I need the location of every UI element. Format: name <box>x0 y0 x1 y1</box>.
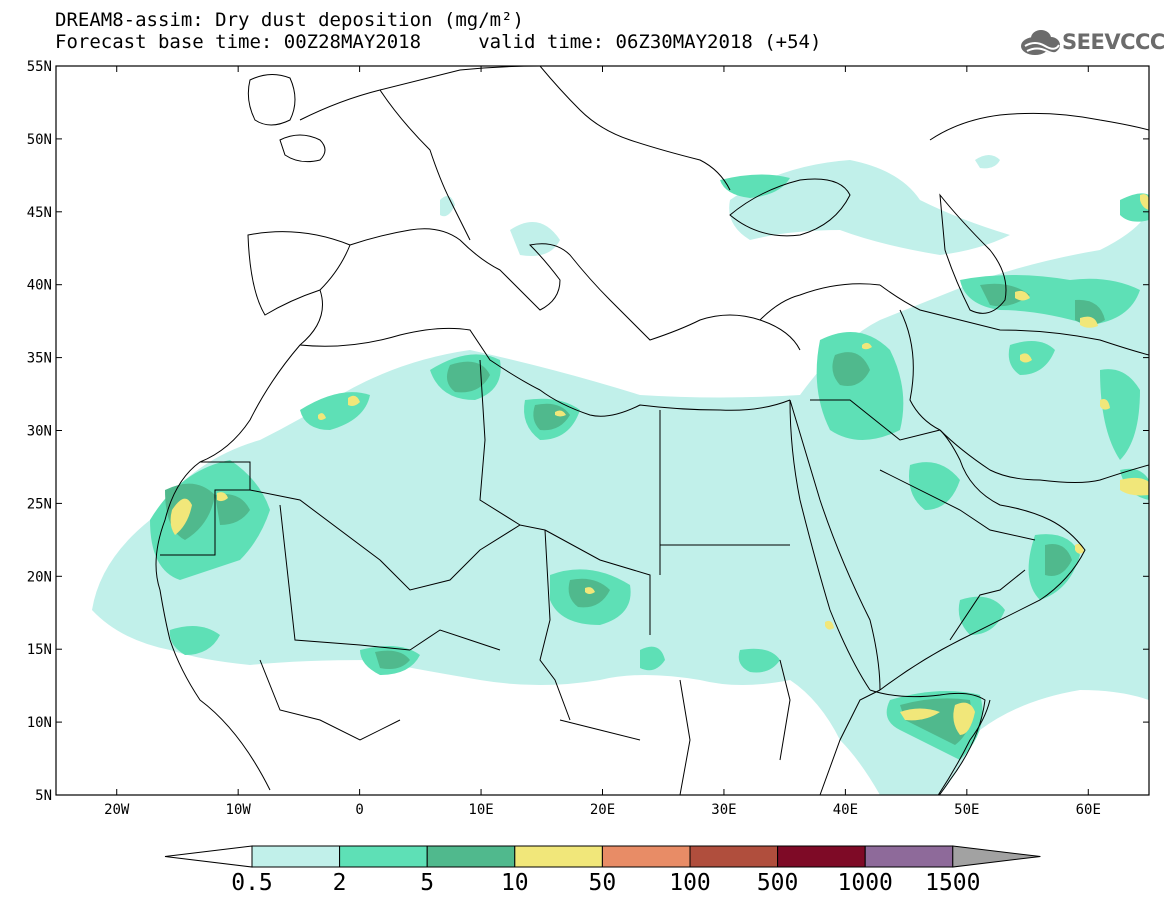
seevccc-logo-text: SEEVCCC <box>1062 30 1165 54</box>
lon-tick-label: 0 <box>355 802 363 818</box>
lat-tick-label: 35N <box>27 351 52 367</box>
colorbar-label: 1000 <box>838 870 893 896</box>
lon-tick-label: 20E <box>590 802 615 818</box>
colorbar-label: 1500 <box>925 870 980 896</box>
colorbar-label: 10 <box>501 870 529 896</box>
lat-tick-label: 55N <box>27 59 52 75</box>
colorbar-right-end <box>952 845 1041 868</box>
colorbar-swatch <box>339 845 428 868</box>
colorbar-label: 0.5 <box>231 870 273 896</box>
latitude-axis: 55N 50N 45N 40N 35N 30N 25N 20N 15N 10N 5N <box>27 59 1149 804</box>
lat-tick-label: 50N <box>27 132 52 148</box>
colorbar-swatch <box>864 845 954 868</box>
lat-tick-label: 25N <box>27 496 52 512</box>
longitude-axis: 20W 10W 0 10E 20E 30E 40E 50E 60E <box>104 66 1101 818</box>
lat-tick-label: 45N <box>27 205 52 221</box>
colorbar-swatch <box>251 845 341 868</box>
lat-tick-label: 40N <box>27 278 52 294</box>
colorbar-swatch <box>777 845 866 868</box>
lat-tick-label: 5N <box>35 788 52 804</box>
lat-tick-label: 20N <box>27 569 52 585</box>
dust-deposition-field <box>92 155 1149 795</box>
lon-tick-label: 60E <box>1076 802 1101 818</box>
colorbar-swatch <box>689 845 779 868</box>
lat-tick-label: 15N <box>27 642 52 658</box>
colorbar-label: 500 <box>757 870 799 896</box>
colorbar-swatch <box>601 845 691 868</box>
lon-tick-label: 40E <box>833 802 858 818</box>
map-title: DREAM8-assim: Dry dust deposition (mg/m²… <box>55 9 524 31</box>
colorbar-label: 50 <box>589 870 617 896</box>
forecast-time-line: Forecast base time: 00Z28MAY2018 valid t… <box>55 31 822 53</box>
lon-tick-label: 50E <box>954 802 979 818</box>
coastlines-and-borders <box>155 66 1149 795</box>
colorbar-swatch <box>514 845 603 868</box>
lon-tick-label: 20W <box>104 802 130 818</box>
lat-tick-label: 30N <box>27 424 52 440</box>
lon-tick-label: 30E <box>711 802 736 818</box>
colorbar-left-end <box>164 845 253 868</box>
lat-tick-label: 10N <box>27 715 52 731</box>
cloud-icon <box>1021 30 1060 55</box>
seevccc-logo <box>1021 30 1060 55</box>
colorbar-label: 100 <box>669 870 711 896</box>
colorbar: 0.5 2 5 10 50 100 500 1000 1500 <box>164 845 1041 896</box>
colorbar-label: 5 <box>420 870 434 896</box>
lon-tick-label: 10E <box>468 802 493 818</box>
colorbar-label: 2 <box>333 870 347 896</box>
lon-tick-label: 10W <box>226 802 252 818</box>
colorbar-swatch <box>426 845 516 868</box>
